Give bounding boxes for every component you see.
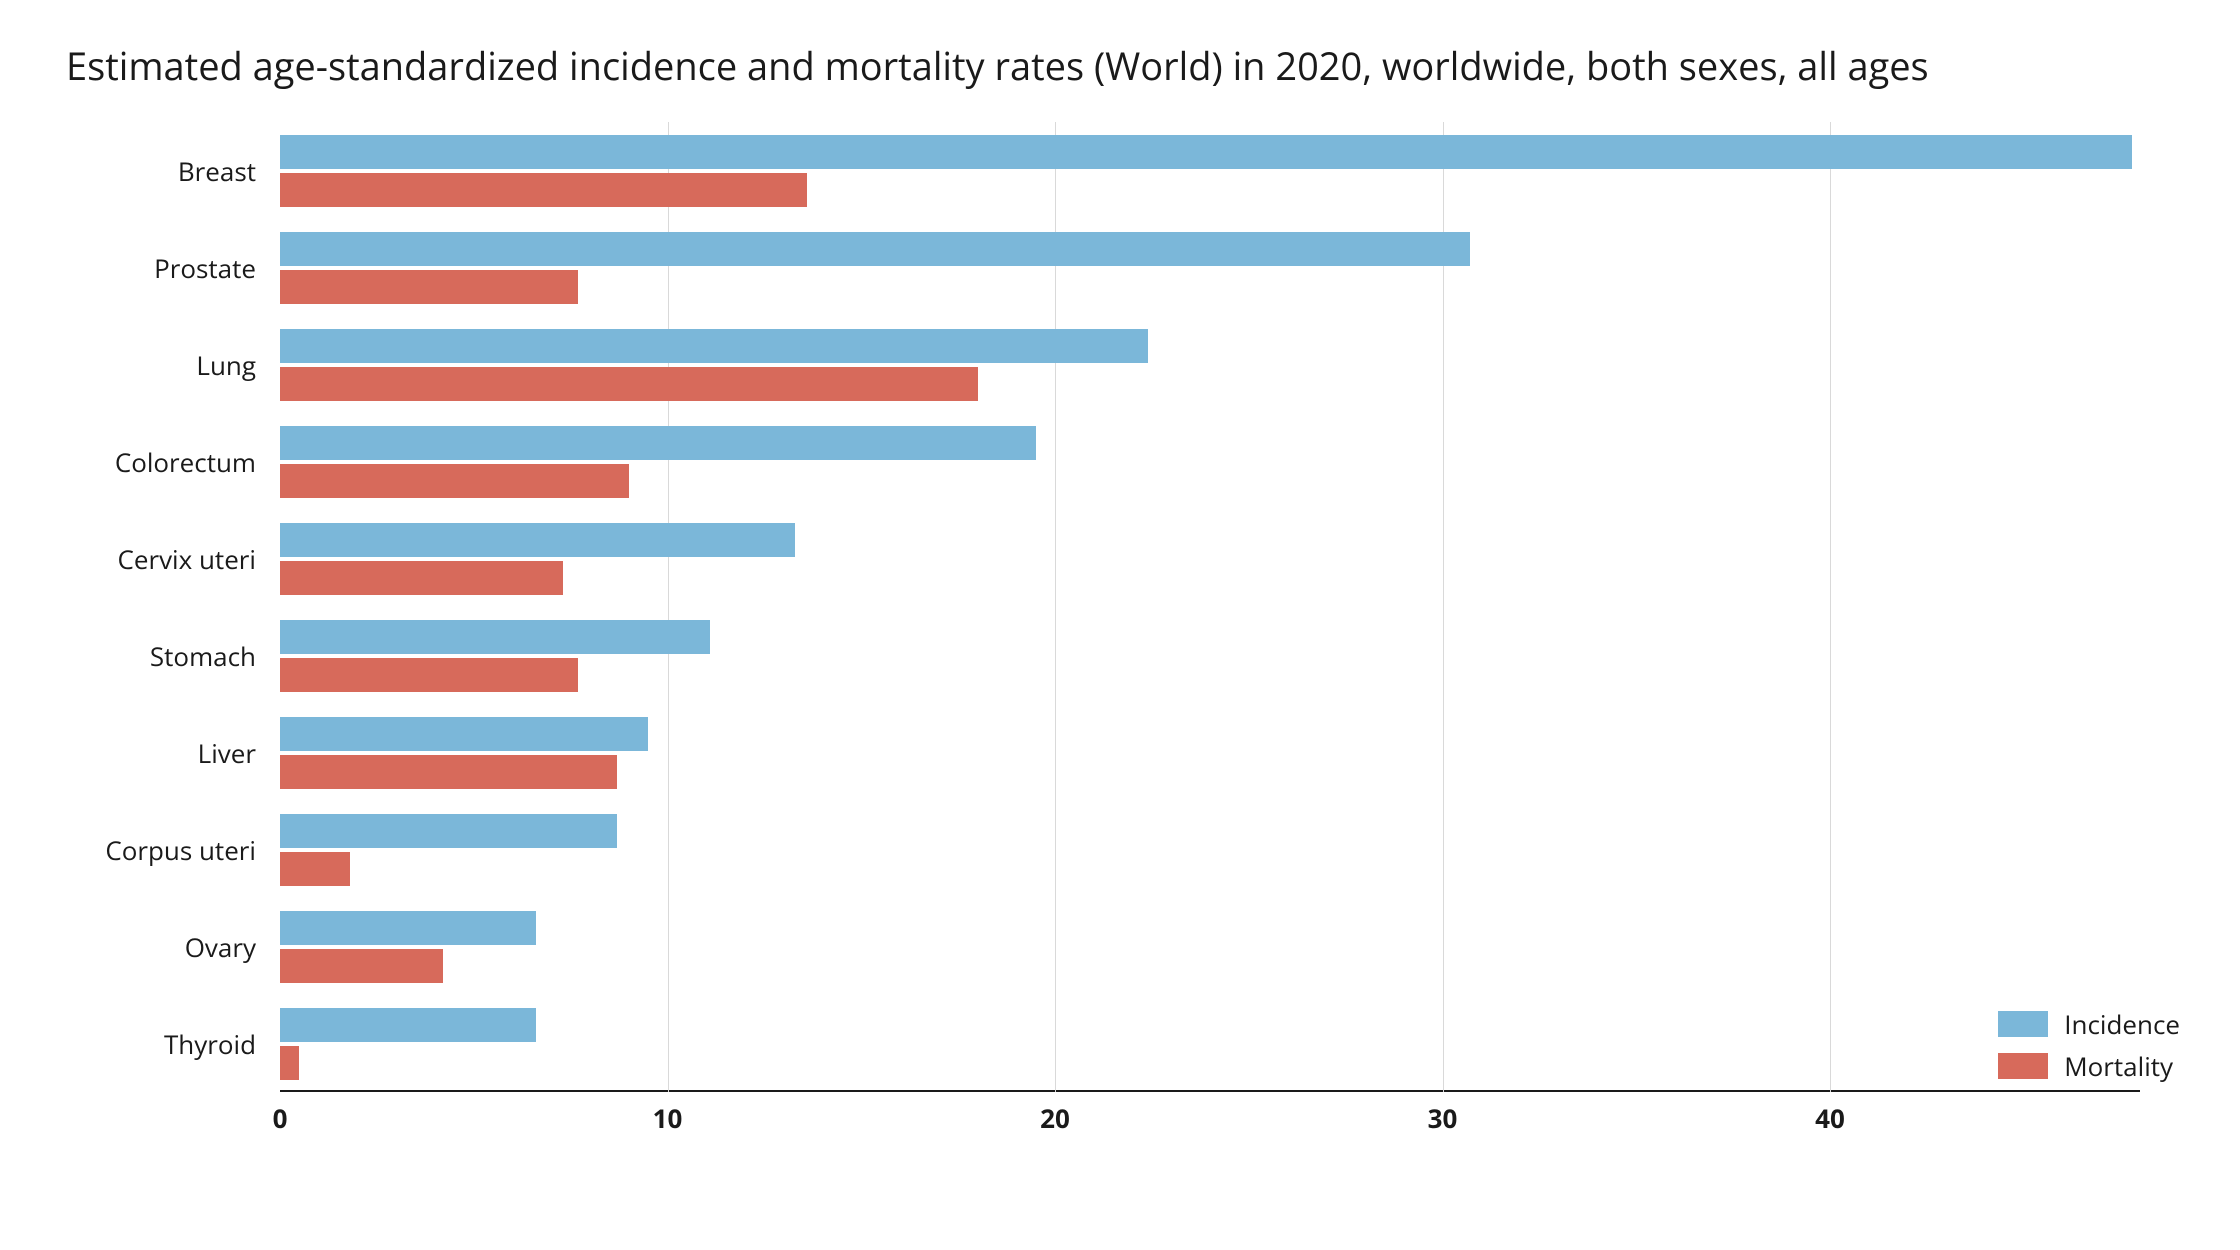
x-tick-label: 30 (1428, 1100, 1458, 1136)
chart-container: Estimated age-standardized incidence and… (0, 0, 2240, 1250)
bar-incidence (280, 135, 2132, 169)
bar-incidence (280, 1008, 536, 1042)
legend: Incidence Mortality (1998, 1000, 2180, 1090)
bar-incidence (280, 717, 648, 751)
bar-incidence (280, 329, 1148, 363)
category-group: Cervix uteri (280, 510, 2140, 607)
bar-mortality (280, 270, 578, 304)
category-label: Colorectum (115, 444, 280, 480)
category-label: Ovary (185, 929, 280, 965)
category-group: Lung (280, 316, 2140, 413)
plot-inner: 010203040BreastProstateLungColorectumCer… (280, 122, 2140, 1092)
category-group: Colorectum (280, 413, 2140, 510)
category-group: Corpus uteri (280, 801, 2140, 898)
category-group: Stomach (280, 607, 2140, 704)
category-label: Prostate (154, 250, 280, 286)
x-tick-label: 40 (1815, 1100, 1845, 1136)
bar-incidence (280, 232, 1470, 266)
legend-item: Mortality (1998, 1048, 2180, 1084)
bar-mortality (280, 949, 443, 983)
legend-label: Incidence (2064, 1006, 2180, 1042)
category-label: Breast (178, 153, 280, 189)
bar-mortality (280, 464, 629, 498)
legend-item: Incidence (1998, 1006, 2180, 1042)
category-group: Thyroid (280, 995, 2140, 1092)
category-label: Corpus uteri (105, 832, 280, 868)
bar-mortality (280, 755, 617, 789)
bar-mortality (280, 561, 563, 595)
bar-incidence (280, 426, 1036, 460)
category-group: Liver (280, 704, 2140, 801)
legend-swatch (1998, 1053, 2048, 1079)
bar-mortality (280, 173, 807, 207)
bar-incidence (280, 523, 795, 557)
x-tick-label: 20 (1040, 1100, 1070, 1136)
bar-incidence (280, 911, 536, 945)
category-label: Cervix uteri (117, 541, 280, 577)
bar-mortality (280, 367, 978, 401)
category-label: Lung (196, 347, 280, 383)
x-tick-label: 10 (653, 1100, 683, 1136)
bar-incidence (280, 620, 710, 654)
category-group: Prostate (280, 219, 2140, 316)
category-label: Stomach (150, 638, 280, 674)
category-label: Liver (198, 735, 280, 771)
category-label: Thyroid (164, 1026, 280, 1062)
plot-area: 010203040BreastProstateLungColorectumCer… (280, 122, 2140, 1152)
chart-title: Estimated age-standardized incidence and… (66, 40, 2180, 92)
category-group: Ovary (280, 898, 2140, 995)
x-tick-label: 0 (273, 1100, 288, 1136)
bar-mortality (280, 1046, 299, 1080)
legend-label: Mortality (2064, 1048, 2173, 1084)
bar-incidence (280, 814, 617, 848)
legend-swatch (1998, 1011, 2048, 1037)
category-group: Breast (280, 122, 2140, 219)
bar-mortality (280, 852, 350, 886)
bar-mortality (280, 658, 578, 692)
